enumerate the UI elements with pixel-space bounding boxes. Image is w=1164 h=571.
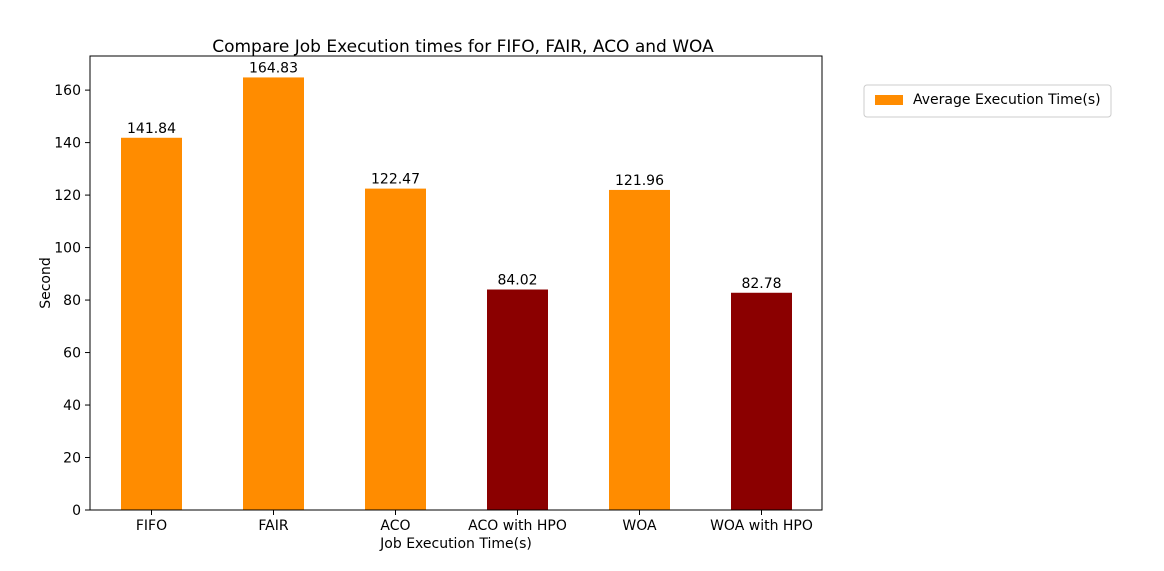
- y-tick-label: 100: [54, 241, 81, 257]
- value-label-woa-with-hpo: 82.78: [741, 276, 781, 292]
- bar-woa: [609, 189, 670, 510]
- x-axis-label: Job Execution Time(s): [379, 536, 532, 552]
- bar-aco-with-hpo: [487, 289, 548, 510]
- bar-fair: [243, 77, 304, 511]
- legend-frame: [863, 84, 1112, 118]
- chart-title: Compare Job Execution times for FIFO, FA…: [212, 37, 714, 57]
- y-tick-label: 20: [63, 451, 81, 467]
- x-tick-label-woa-with-hpo: WOA with HPO: [710, 518, 813, 534]
- x-axis-ticks: FIFO FAIR ACO ACO with HPO WOA WOA with HPO: [136, 510, 813, 534]
- y-axis-label: Second: [38, 257, 54, 309]
- y-axis-ticks: 0 20 40 60 80 100 120 140 160: [54, 83, 90, 519]
- x-tick-label-fair: FAIR: [258, 518, 288, 534]
- bar-woa-with-hpo: [731, 292, 792, 510]
- legend-label-average-execution-time: Average Execution Time(s): [913, 92, 1101, 108]
- value-label-woa: 121.96: [615, 173, 664, 189]
- value-label-fair: 164.83: [249, 60, 298, 76]
- value-label-aco-with-hpo: 84.02: [497, 273, 537, 289]
- bars: [121, 77, 792, 511]
- x-tick-label-aco: ACO: [380, 518, 410, 534]
- y-tick-label: 80: [63, 293, 81, 309]
- legend: Average Execution Time(s): [863, 84, 1112, 118]
- y-tick-label: 120: [54, 188, 81, 204]
- x-tick-label-fifo: FIFO: [136, 518, 167, 534]
- value-labels: 141.84 164.83 122.47 84.02 121.96 82.78: [127, 60, 782, 291]
- plot-frame: [89, 55, 823, 511]
- bar-aco: [365, 188, 426, 510]
- legend-swatch-average-execution-time: [875, 95, 903, 105]
- x-tick-label-woa: WOA: [622, 518, 657, 534]
- x-tick-label-aco-with-hpo: ACO with HPO: [468, 518, 567, 534]
- y-tick-label: 0: [72, 503, 81, 519]
- value-label-aco: 122.47: [371, 172, 420, 188]
- value-label-fifo: 141.84: [127, 121, 176, 137]
- y-tick-label: 140: [54, 136, 81, 152]
- y-tick-label: 40: [63, 398, 81, 414]
- bar-fifo: [121, 137, 182, 510]
- y-tick-label: 160: [54, 83, 81, 99]
- y-tick-label: 60: [63, 346, 81, 362]
